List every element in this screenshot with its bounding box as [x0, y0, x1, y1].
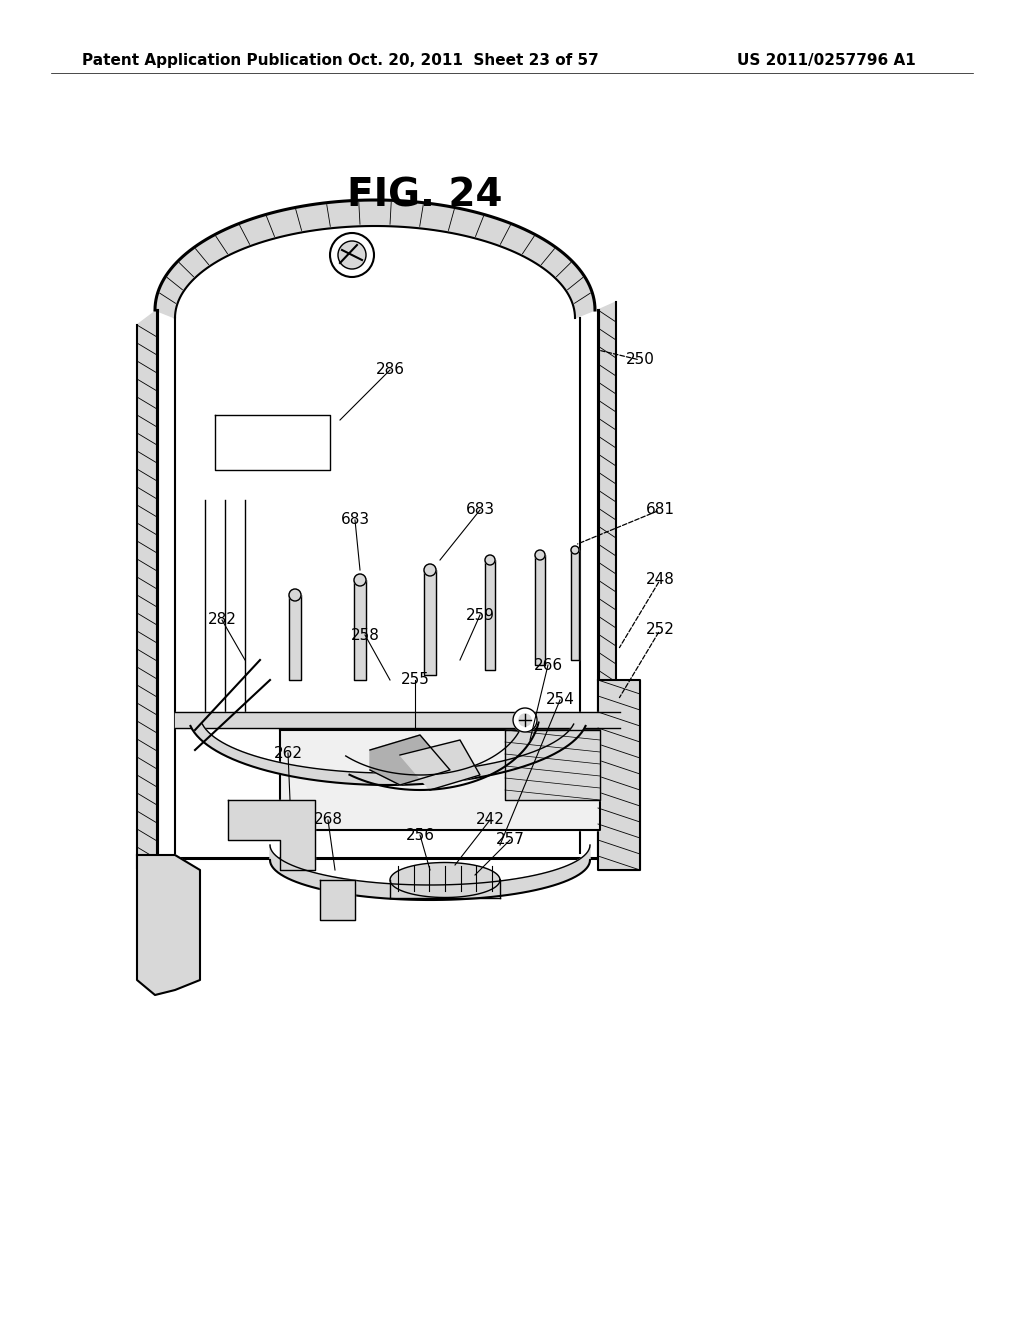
Polygon shape — [598, 680, 640, 870]
Polygon shape — [354, 579, 366, 680]
Circle shape — [354, 574, 366, 586]
Polygon shape — [390, 862, 500, 898]
Text: US 2011/0257796 A1: US 2011/0257796 A1 — [737, 53, 916, 67]
Text: 681: 681 — [645, 503, 675, 517]
Polygon shape — [485, 560, 495, 671]
Polygon shape — [190, 725, 586, 785]
Circle shape — [535, 550, 545, 560]
Circle shape — [289, 589, 301, 601]
Circle shape — [338, 242, 366, 269]
Text: 282: 282 — [208, 612, 237, 627]
Text: 248: 248 — [645, 573, 675, 587]
Circle shape — [513, 708, 537, 733]
Circle shape — [571, 546, 579, 554]
Text: 252: 252 — [645, 623, 675, 638]
Polygon shape — [137, 855, 200, 995]
Text: 258: 258 — [350, 627, 380, 643]
Polygon shape — [319, 880, 355, 920]
Polygon shape — [424, 570, 436, 675]
Polygon shape — [270, 845, 590, 900]
Text: 266: 266 — [534, 657, 562, 672]
Text: 268: 268 — [313, 813, 342, 828]
Polygon shape — [175, 711, 620, 729]
Text: 255: 255 — [400, 672, 429, 688]
Text: 256: 256 — [406, 828, 434, 842]
Polygon shape — [505, 730, 600, 800]
Text: 242: 242 — [475, 813, 505, 828]
Text: 683: 683 — [340, 512, 370, 528]
Polygon shape — [370, 735, 450, 785]
Polygon shape — [155, 201, 595, 318]
Text: 262: 262 — [273, 746, 302, 760]
Polygon shape — [137, 310, 157, 869]
Polygon shape — [155, 201, 598, 858]
Text: 286: 286 — [376, 363, 404, 378]
Polygon shape — [175, 226, 580, 853]
Circle shape — [424, 564, 436, 576]
Text: Patent Application Publication: Patent Application Publication — [82, 53, 343, 67]
Polygon shape — [289, 595, 301, 680]
Text: 254: 254 — [546, 693, 574, 708]
Polygon shape — [215, 414, 330, 470]
Text: 259: 259 — [466, 607, 495, 623]
Circle shape — [330, 234, 374, 277]
Circle shape — [519, 714, 531, 726]
Polygon shape — [571, 550, 579, 660]
Text: Oct. 20, 2011  Sheet 23 of 57: Oct. 20, 2011 Sheet 23 of 57 — [348, 53, 599, 67]
Text: 250: 250 — [626, 352, 654, 367]
Polygon shape — [228, 800, 315, 870]
Text: FIG. 24: FIG. 24 — [347, 177, 503, 214]
Text: 683: 683 — [466, 503, 495, 517]
Circle shape — [485, 554, 495, 565]
Polygon shape — [280, 730, 600, 830]
Polygon shape — [535, 554, 545, 665]
Polygon shape — [400, 741, 480, 789]
Polygon shape — [598, 302, 616, 858]
Text: 257: 257 — [496, 833, 524, 847]
